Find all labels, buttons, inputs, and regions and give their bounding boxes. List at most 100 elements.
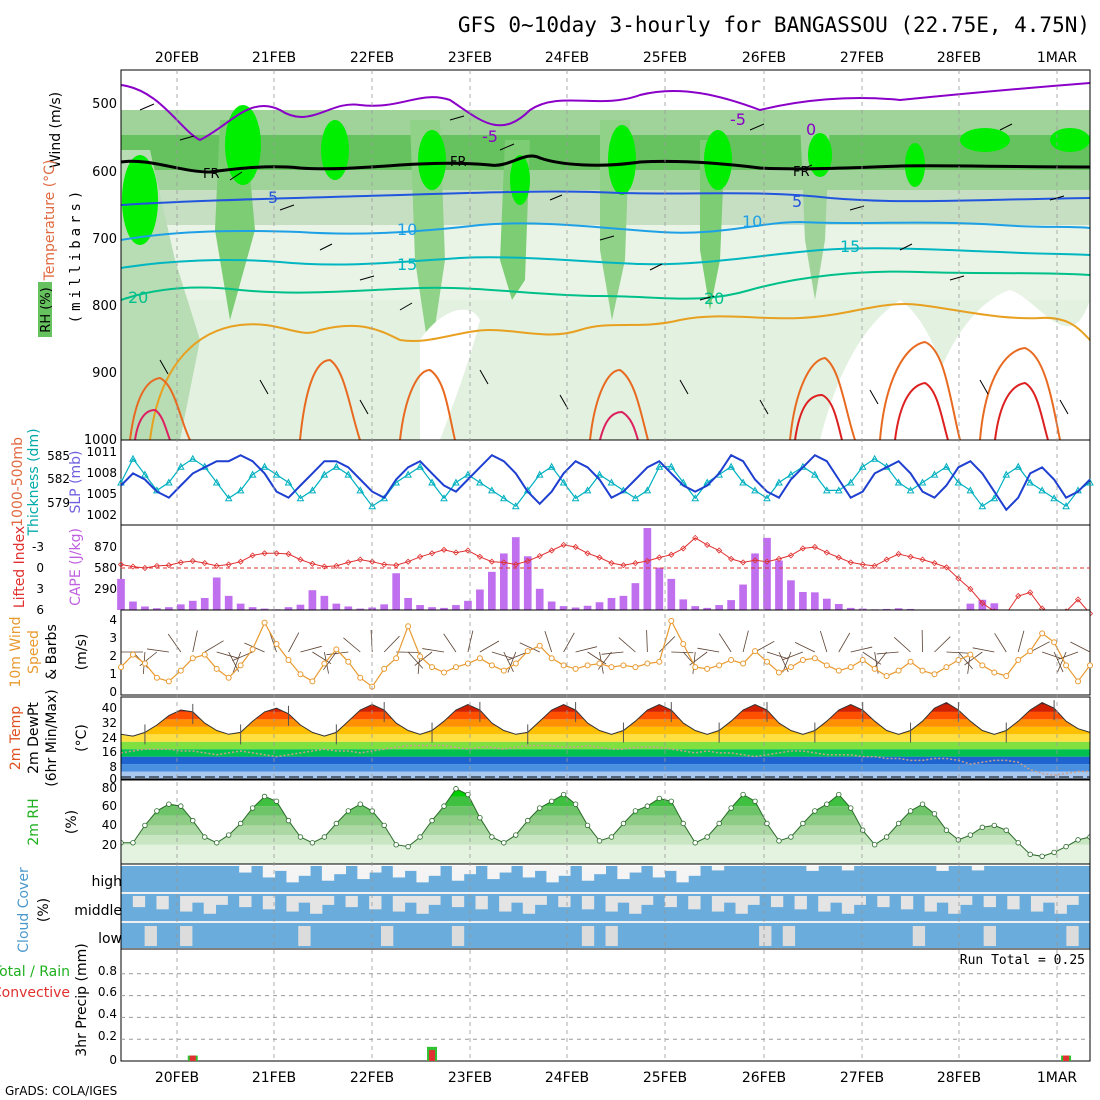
upper-wind-label: Wind (m/s) [48,92,64,168]
rh-label: 2m RH [26,798,42,845]
date-label: 26FEB [742,50,786,66]
cloud-gap [960,896,973,905]
cape-bar [978,599,987,610]
precip-axis-label: 3hr Precip (mm) [74,943,90,1056]
li-point [141,564,148,572]
thickness-point [583,486,592,494]
rh-point [357,801,363,807]
precip-convective-bar [429,1050,436,1061]
wind-speed-point [1063,662,1070,669]
thick-label-a: 1000-500mb [10,437,26,527]
rh-point [788,834,794,840]
upper-air-panel: -5 0 FR FR FR -5 5 5 10 10 15 15 20 20 5… [38,69,1091,448]
li-point [871,562,878,569]
thickness-tick: 585 [47,449,70,463]
thickness-point [499,494,508,502]
rh-point [465,791,471,798]
cape-bar [165,607,173,610]
date-label: 24FEB [545,50,589,66]
cloud-gap [298,896,311,903]
rh-point [883,834,890,840]
cloud-gap [262,896,276,910]
wind-barb [1053,651,1064,673]
cloud-gap [676,866,689,883]
contour-label: -5 [482,127,498,146]
contour-label: 20 [704,289,724,308]
thickness-point [356,486,365,494]
rh-point [417,834,423,840]
contour-label: 15 [840,237,860,256]
wind-speed-point [644,660,651,667]
cloud-gap [664,896,677,908]
wind-barb [862,651,882,665]
rh-point [692,840,698,846]
rh-point [632,808,639,814]
li-point [476,553,483,560]
wind-barb [659,636,676,653]
rh-point [166,801,172,807]
thickness-frame [120,439,1091,526]
wind-barb [1057,651,1079,660]
thickness-point [1038,486,1046,494]
wind-barb [587,651,607,665]
wind-speed-point [393,655,400,662]
cape-bar [858,608,867,610]
rh-point [405,843,411,850]
wind-speed-point [1015,657,1022,663]
thickness-point [1002,470,1011,478]
li-point [345,559,352,566]
cloud-gap [380,926,394,946]
rh-point [895,820,902,827]
slp-tick: 1002 [86,508,117,522]
li-point [668,551,675,558]
cape-bar [894,608,903,610]
contour-label: 5 [268,188,278,207]
precip-frame [120,948,1091,1062]
cape-bar [655,567,664,610]
wind-speed-point [775,669,782,676]
cloud-gap [759,926,772,946]
wind-speed-point [560,662,567,669]
rh-point [824,801,830,807]
wind-speed-point [129,651,136,658]
wind-speed-point [536,642,543,649]
cape-bar [392,573,400,610]
wind-speed-point [429,664,436,671]
rh-point [931,811,938,817]
wind-speed-point [907,658,914,665]
contour-15-cyan [121,247,1090,269]
wind-speed-point [1051,639,1058,646]
thickness-point [739,478,747,486]
thickness-point [559,478,568,486]
thickness-point [212,478,221,486]
cloud-gap [404,896,417,903]
cloud-gap [948,896,961,914]
rh-point [979,824,986,831]
rh-point [297,834,304,840]
li-point [536,553,543,560]
temp-label-b: 2m DewPt [26,702,42,774]
cloud-gap [688,896,701,910]
cape-bar [727,600,735,610]
cloud-gap [416,896,429,914]
wind-barb [946,651,969,654]
li-tick: 0 [36,561,44,575]
wind-label-a: 10m Wind [8,616,24,687]
footer-credit: GrADS: COLA/IGES [5,1084,117,1098]
temp-band [121,764,1090,772]
thickness-point [751,486,759,494]
wind-barb [782,651,792,673]
wind-barb [671,651,694,654]
li-line [120,537,1091,615]
cloud-gap [770,896,784,908]
li-point [775,555,783,562]
wind-barb [850,646,873,653]
wind-speed-point [452,664,459,671]
li-point [763,558,771,565]
wind-barb [491,651,514,659]
thickness-point [655,462,664,470]
temp-line [121,702,1090,737]
precip-convective-bar [1063,1055,1070,1061]
cloud-label: Cloud Cover [16,867,32,953]
thickness-point [1062,502,1070,510]
